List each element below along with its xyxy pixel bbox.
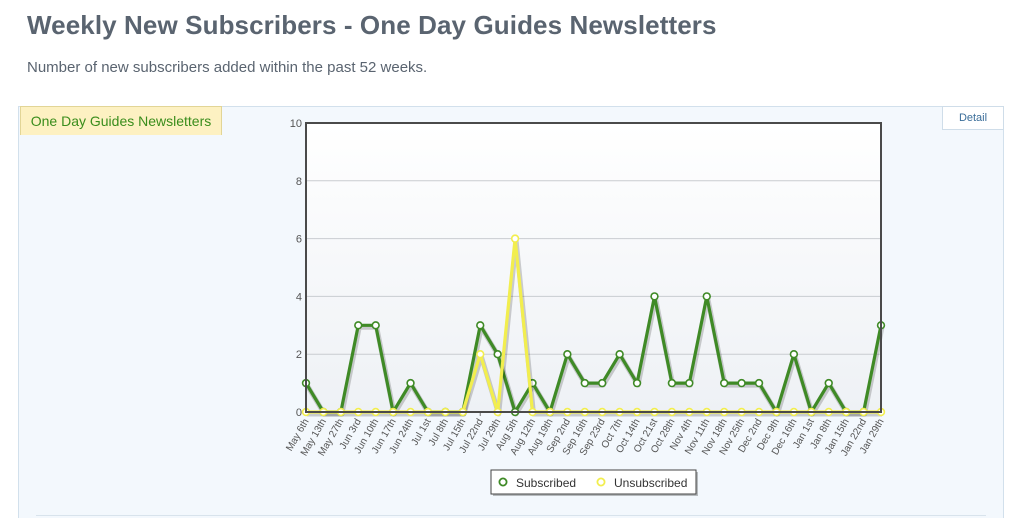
y-tick-label: 8	[296, 176, 302, 188]
data-point[interactable]	[824, 378, 833, 388]
legend-label[interactable]: Unsubscribed	[614, 476, 687, 490]
legend-box	[490, 469, 697, 495]
data-point[interactable]	[406, 378, 415, 388]
legend-marker	[596, 477, 606, 487]
y-tick-label: 4	[296, 291, 302, 303]
data-point[interactable]	[685, 378, 694, 388]
y-tick-label: 10	[290, 118, 302, 130]
legend-label[interactable]: Subscribed	[516, 476, 576, 490]
y-tick-label: 6	[296, 234, 302, 246]
plot-area	[306, 123, 881, 412]
series-line	[304, 294, 883, 414]
legend-marker	[498, 477, 508, 487]
series-line-shadow	[307, 238, 882, 417]
y-tick-label: 0	[296, 407, 302, 419]
y-tick-label: 2	[296, 349, 302, 361]
data-point[interactable]	[650, 292, 659, 301]
data-point[interactable]	[632, 378, 642, 388]
data-point[interactable]	[615, 350, 624, 359]
data-point[interactable]	[476, 321, 485, 330]
data-point[interactable]	[493, 350, 502, 359]
data-point[interactable]	[719, 378, 729, 388]
data-point[interactable]	[510, 234, 520, 243]
data-point[interactable]	[598, 378, 607, 388]
plot-frame	[305, 122, 882, 413]
data-point[interactable]	[737, 378, 746, 388]
data-point[interactable]	[789, 350, 799, 359]
panel-divider	[36, 515, 986, 516]
data-point[interactable]	[476, 350, 485, 359]
data-point[interactable]	[580, 378, 589, 388]
chart-legend: Subscribed Unsubscribed	[490, 469, 698, 496]
tab-detail[interactable]: Detail	[942, 106, 1004, 130]
data-point[interactable]	[563, 350, 572, 359]
page-subtitle: Number of new subscribers added within t…	[27, 59, 428, 76]
page-title: Weekly New Subscribers - One Day Guides …	[27, 10, 717, 40]
data-point[interactable]	[667, 378, 677, 388]
data-point[interactable]	[754, 378, 764, 388]
tab-one-day-guides-newsletters[interactable]: One Day Guides Newsletters	[20, 106, 222, 135]
data-point[interactable]	[702, 292, 711, 301]
data-point[interactable]	[354, 321, 363, 330]
data-point[interactable]	[371, 321, 380, 330]
